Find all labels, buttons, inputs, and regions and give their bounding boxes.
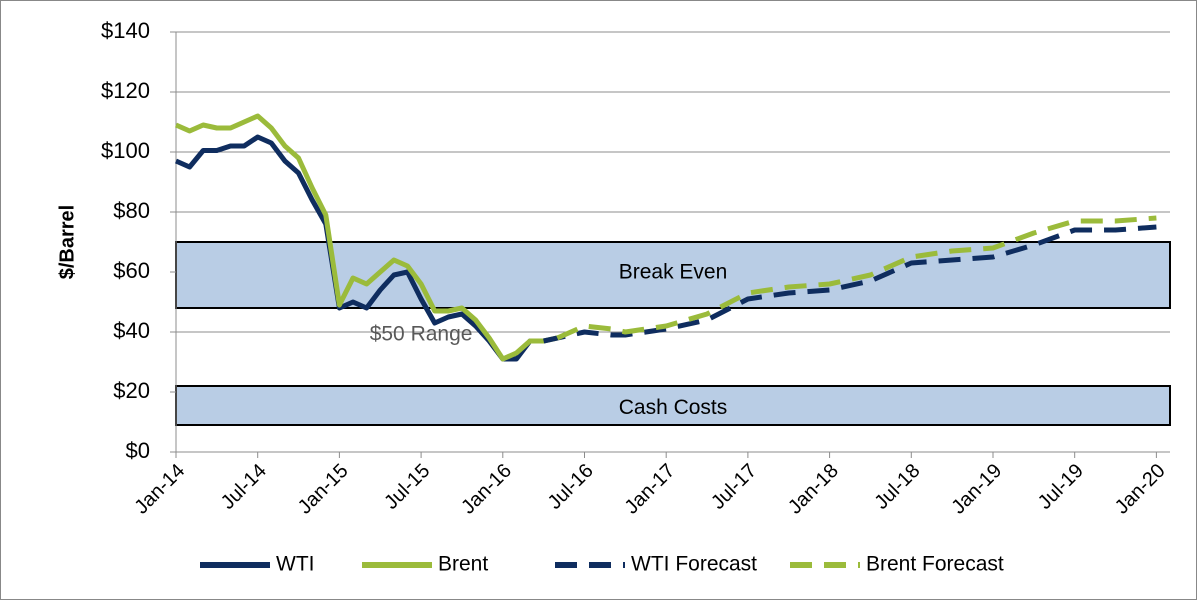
band-label: Cash Costs [619,396,728,419]
y-axis-label: $/Barrel [56,205,78,280]
y-tick-label: $60 [113,258,150,283]
y-tick-label: $100 [101,138,150,163]
y-tick-label: $140 [101,18,150,43]
y-tick-label: $40 [113,318,150,343]
legend-label: Brent [438,553,488,576]
series-line [174,134,544,362]
series-line [556,215,1157,341]
series-line [543,224,1157,344]
band [175,385,1171,426]
annotation: $50 Range [370,323,473,346]
band-label: Break Even [619,261,728,284]
legend-label: Brent Forecast [866,553,1004,576]
y-tick-label: $0 [126,438,150,463]
y-tick-label: $120 [101,78,150,103]
series-line [174,113,558,362]
legend-label: WTI Forecast [631,553,757,576]
y-tick-label: $80 [113,198,150,223]
legend-label: WTI [276,553,314,576]
y-tick-label: $20 [113,378,150,403]
